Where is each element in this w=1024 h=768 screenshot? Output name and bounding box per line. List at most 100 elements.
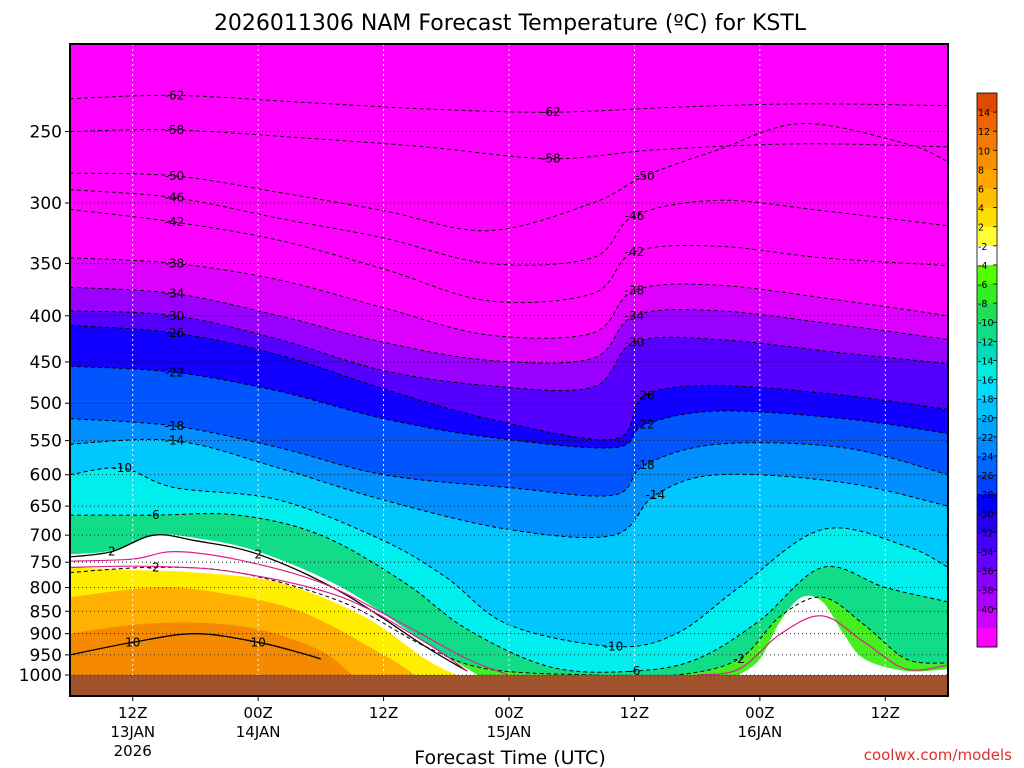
colorbar-label: -36: [978, 567, 994, 578]
colorbar-swatch: [977, 322, 997, 342]
isotherm-line: [70, 94, 948, 113]
x-tick-label: 12Z: [871, 704, 900, 722]
colorbar-swatch: [977, 436, 997, 457]
colorbar-swatch: [977, 475, 997, 495]
isotherm-label: -50: [635, 169, 655, 183]
colorbar-label: -34: [978, 547, 994, 558]
isotherm-line: [70, 534, 468, 672]
colorbar-label: -12: [978, 337, 994, 348]
isotherm-label: -34: [165, 287, 185, 301]
x-tick-label: 2026: [114, 742, 152, 760]
colorbar-label: -16: [978, 376, 994, 387]
x-axis-label: Forecast Time (UTC): [414, 747, 605, 768]
colorbar-label: -28: [978, 490, 994, 501]
colorbar-swatch: [977, 455, 997, 476]
colorbar-label: 12: [978, 127, 990, 138]
isotherm-label: -2: [733, 652, 745, 666]
isotherm-line: [70, 633, 322, 660]
isotherm-label: 10: [251, 635, 266, 649]
colorbar-swatch: [977, 494, 997, 514]
y-tick-label: 550: [30, 432, 62, 452]
colorbar-label: -20: [978, 414, 994, 425]
colorbar-swatch: [977, 112, 997, 132]
colorbar-label: 2: [978, 223, 984, 234]
colorbar-label: -30: [978, 509, 994, 520]
y-tick-label: 350: [30, 254, 62, 274]
isotherm-line: [70, 365, 948, 449]
isotherm-line: [70, 438, 948, 539]
isotherm-line: [70, 286, 948, 364]
isotherm-labels: -62-62-58-58-50 -50-46-46-42-42-38-38-34-…: [108, 88, 745, 678]
colorbar-swatch: [977, 627, 997, 648]
colorbar-swatch: [977, 513, 997, 533]
colorbar-swatch: [977, 303, 997, 323]
x-tick-label: 12Z: [620, 704, 649, 722]
x-tick-label: 13JAN: [110, 723, 155, 741]
colorbar-label: -26: [978, 471, 994, 482]
x-tick-label: 00Z: [243, 704, 272, 722]
y-tick-label: 900: [30, 625, 62, 645]
freezing-line: [70, 550, 510, 676]
colorbar-label: -14: [978, 356, 994, 367]
colorbar-label: 6: [978, 185, 984, 196]
colorbar-swatch: [977, 264, 997, 285]
colorbar-swatch: [977, 532, 997, 552]
colorbar-swatch: [977, 207, 997, 228]
colorbar-swatch: [977, 226, 997, 247]
colorbar-swatch: [977, 417, 997, 438]
isotherm-label: 2: [108, 545, 116, 559]
colorbar-label: -2: [978, 242, 987, 253]
colorbar-swatch: [977, 360, 997, 381]
isotherm-label: -34: [625, 309, 645, 323]
isotherm-label: 2: [254, 547, 262, 561]
colorbar-label: -6: [978, 280, 987, 291]
isotherm-label: -46: [625, 209, 645, 223]
y-tick-label: 750: [30, 553, 62, 573]
x-tick-label: 00Z: [494, 704, 523, 722]
colorbar-swatch: [977, 341, 997, 361]
colorbar-label: -4: [978, 261, 987, 272]
isotherm-label: -62: [541, 105, 561, 119]
isotherm-label: -38: [165, 256, 185, 270]
isotherm-label: -10: [112, 461, 132, 475]
colorbar-swatch: [977, 245, 997, 266]
colorbar-label: 14: [978, 108, 990, 119]
colorbar-label: -18: [978, 395, 994, 406]
isotherm-label: -26: [635, 388, 655, 402]
isotherm-label: -6: [148, 508, 160, 522]
isotherm-line: [70, 310, 948, 392]
x-tick-label: 16JAN: [737, 723, 782, 741]
isotherms: [70, 94, 948, 677]
colorbar-swatch: [977, 608, 997, 629]
x-tick-label: 15JAN: [487, 723, 532, 741]
y-tick-label: 500: [30, 394, 62, 414]
isotherm-label: -42: [625, 245, 645, 259]
colorbar-swatch: [977, 150, 997, 170]
isotherm-label: -22: [165, 365, 185, 379]
colorbar-label: -38: [978, 586, 994, 597]
y-tick-label: 700: [30, 526, 62, 546]
isotherm-label: -2: [148, 560, 160, 574]
isotherm-line: [70, 208, 948, 304]
isotherm-line: [70, 129, 948, 160]
colorbar-label: -24: [978, 452, 994, 463]
isotherm-label: -6: [628, 664, 640, 678]
x-tick-label: 00Z: [745, 704, 774, 722]
y-tick-label: 1000: [19, 666, 62, 686]
chart-title: 2026011306 NAM Forecast Temperature (ºC)…: [214, 11, 807, 36]
isotherm-label: -26: [165, 326, 185, 340]
isotherm-label: -14: [646, 488, 666, 502]
isotherm-line: [70, 324, 948, 441]
y-tick-label: 250: [30, 122, 62, 142]
y-tick-label: 400: [30, 307, 62, 327]
y-tick-label: 450: [30, 353, 62, 373]
isotherm-label: -46: [165, 191, 185, 205]
freezing-line: [697, 615, 948, 676]
isotherm-line: [70, 189, 948, 266]
isotherm-label: -30: [625, 335, 645, 349]
y-tick-label: 300: [30, 194, 62, 214]
isotherm-label: -42: [165, 215, 185, 229]
isotherm-line: [70, 418, 948, 497]
surface-ground: [70, 675, 948, 696]
isotherm-line: [70, 123, 948, 232]
